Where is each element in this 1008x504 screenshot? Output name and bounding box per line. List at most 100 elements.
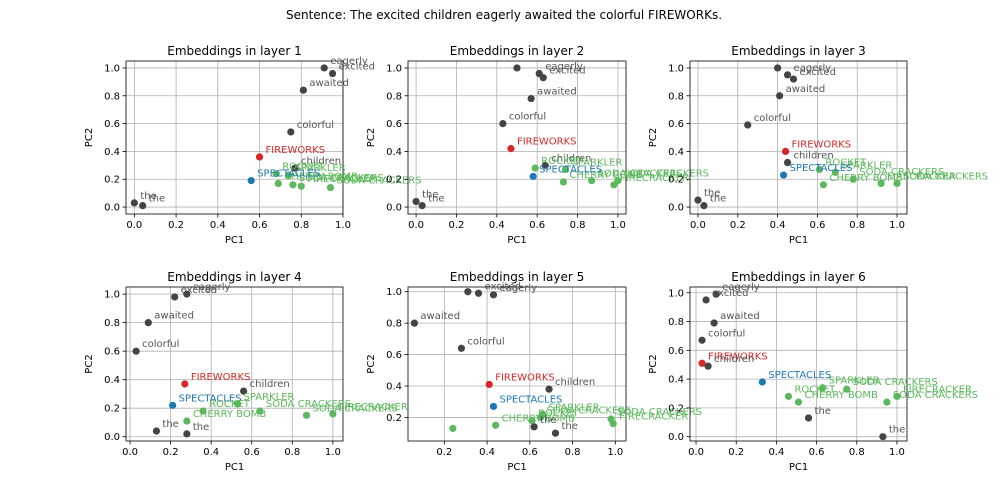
point-label: ROCKET [538, 409, 580, 420]
x-tick-label: 1.0 [607, 447, 623, 458]
point-marker [169, 401, 177, 409]
x-tick-label: 0.8 [849, 447, 865, 458]
point-marker [130, 199, 138, 207]
point-label: colorful [297, 120, 334, 131]
point-marker [783, 158, 792, 167]
point-marker [702, 296, 710, 304]
point-label: SPARKLER [829, 376, 880, 387]
y-tick-label: 0.2 [668, 403, 684, 414]
point-marker [291, 164, 299, 172]
point-label: excited [339, 62, 375, 73]
point-label: CHERRY BOMB [502, 413, 576, 424]
y-tick-label: 0.8 [386, 319, 402, 330]
y-tick-label: 1.0 [668, 288, 684, 299]
point-label: SODA CRACKERS [299, 173, 384, 184]
point-marker [499, 119, 507, 128]
point-marker [527, 94, 535, 103]
point-label: children [794, 151, 834, 162]
point-label: SODA CRACKERS [893, 390, 978, 401]
point-marker [410, 319, 419, 327]
x-tick-label: 0.4 [770, 220, 786, 231]
point-marker [297, 182, 305, 190]
point-label: CHERRY BOMB [829, 173, 903, 184]
point-marker [299, 86, 307, 94]
y-tick-label: 0.2 [104, 175, 120, 186]
axes-frame [125, 60, 344, 215]
point-label: SPECTACLES [179, 393, 242, 404]
x-tick-label: 1.0 [889, 220, 905, 231]
x-tick-label: 0.6 [529, 220, 545, 231]
point-marker [783, 71, 792, 79]
point-label: SPECTACLES [499, 394, 562, 405]
y-tick-label: 0.8 [668, 317, 684, 328]
point-label: children [250, 379, 290, 390]
x-tick-label: 0.0 [126, 220, 142, 231]
point-label: excited [712, 288, 748, 299]
x-tick-label: 0.0 [122, 447, 138, 458]
point-label: awaited [309, 78, 349, 89]
y-axis-label: PC2 [84, 128, 95, 147]
point-label: eagerly [330, 56, 368, 67]
point-marker [489, 402, 498, 411]
figure-title: Sentence: The excited children eagerly a… [285, 8, 723, 22]
x-tick-label: 0.2 [163, 447, 179, 458]
point-label: children [301, 156, 341, 167]
point-label: FIRECRACKER [887, 171, 956, 182]
chart-panel-3: 0.0 0.2 0.4 0.6 0.8 1.0 0.0 0.2 0.4 0.6 0.8 1.0 Embe… [648, 44, 988, 246]
x-tick-label: 0.8 [849, 220, 865, 231]
x-tick-label: 0.6 [244, 447, 260, 458]
point-marker [255, 153, 264, 161]
point-label: SPECTACLES [790, 163, 853, 174]
point-label: colorful [509, 112, 546, 123]
chart-title: Embeddings in layer 1 [167, 44, 301, 58]
point-label: FIRECRACKER [903, 384, 972, 395]
point-marker [183, 417, 191, 425]
point-marker [183, 430, 191, 438]
point-label: SPARKLER [841, 160, 892, 171]
y-tick-label: 0.6 [104, 119, 120, 130]
point-label: the [540, 415, 556, 426]
point-label: FIREWORKS [792, 139, 852, 150]
point-marker [529, 172, 537, 181]
point-label: eagerly [499, 283, 537, 294]
point-marker [819, 181, 827, 189]
x-tick-label: 0.2 [728, 447, 744, 458]
point-marker [794, 398, 803, 406]
chart-panel-4: 0.0 0.2 0.4 0.6 0.8 1.0 0.0 0.2 0.4 0.6 0.8 1.0 Embe… [84, 270, 408, 473]
x-tick-label: 0.0 [408, 220, 424, 231]
point-marker [449, 424, 457, 433]
x-tick-label: 1.0 [610, 220, 626, 231]
point-label: children [555, 377, 595, 388]
point-marker [744, 121, 752, 129]
point-marker [485, 380, 493, 389]
point-marker [272, 170, 280, 178]
y-tick-label: 0.0 [668, 432, 684, 443]
point-marker [784, 392, 793, 400]
point-label: CHERRY BOMB [193, 409, 267, 420]
point-marker [609, 420, 617, 428]
point-marker [329, 410, 337, 418]
point-marker [183, 290, 191, 298]
point-label: SPECTACLES [539, 164, 602, 175]
point-marker [326, 183, 335, 192]
point-marker [489, 291, 498, 299]
point-label: FIREWORKS [708, 351, 768, 362]
y-axis-label: PC2 [648, 128, 659, 147]
point-marker [144, 319, 152, 327]
point-label: SPECTACLES [768, 370, 831, 381]
x-axis-label: PC1 [507, 235, 526, 246]
y-tick-label: 1.0 [386, 287, 402, 298]
point-marker [815, 165, 824, 174]
chart-title: Embeddings in layer 3 [731, 44, 865, 58]
point-marker [320, 64, 328, 72]
point-marker [877, 179, 885, 187]
point-label: FIRECRACKER [339, 402, 408, 413]
point-marker [712, 290, 720, 298]
point-marker [545, 385, 553, 393]
point-marker [781, 147, 790, 156]
point-label: the [710, 194, 726, 205]
y-axis-label: PC2 [84, 354, 95, 373]
point-label: eagerly [545, 62, 583, 73]
x-tick-label: 0.8 [293, 220, 309, 231]
